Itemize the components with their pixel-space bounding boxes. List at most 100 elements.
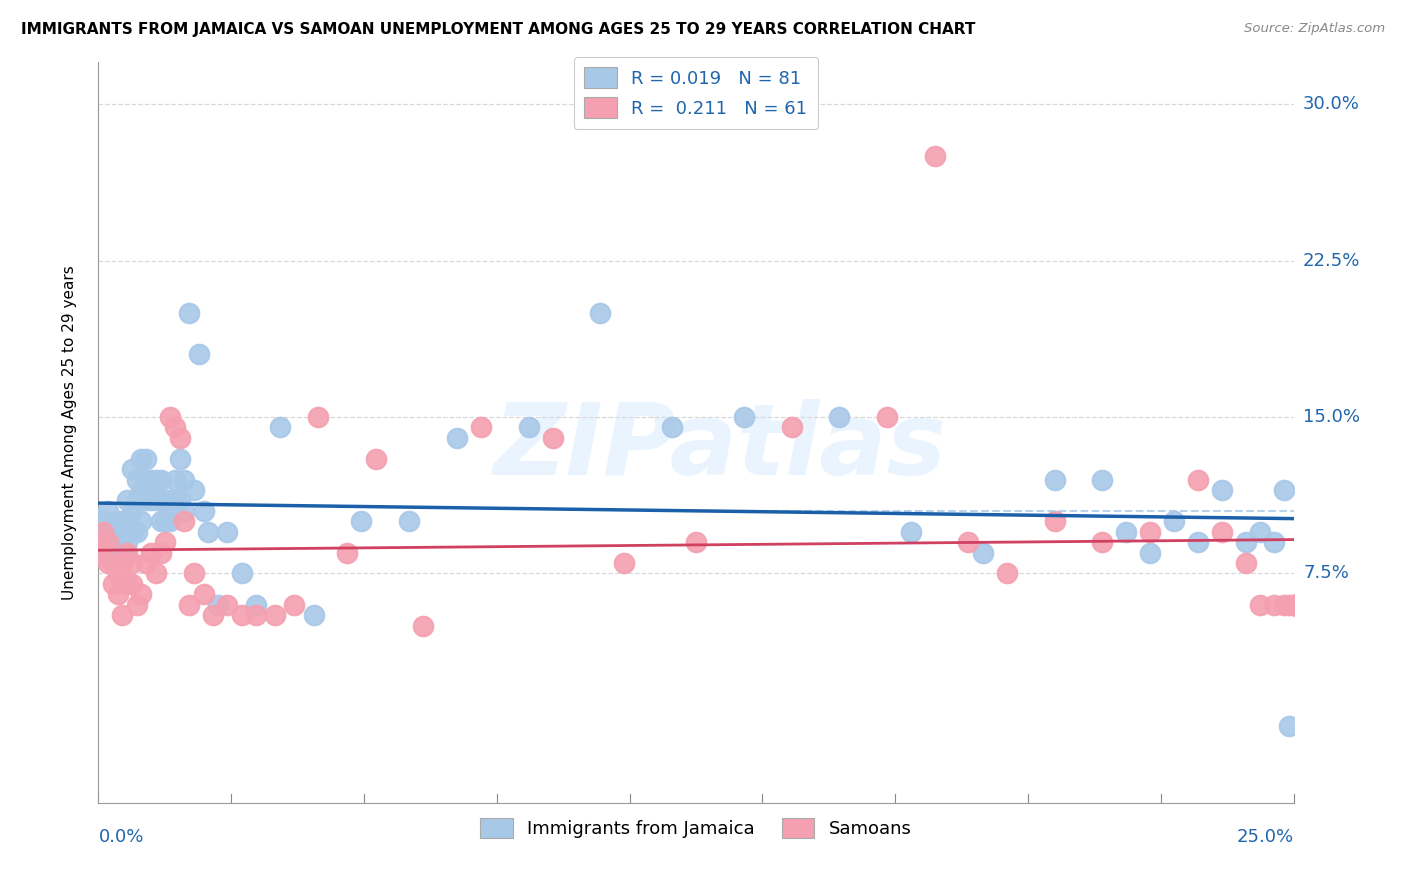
Point: [1211, 483, 1233, 497]
Point: [336, 545, 359, 559]
Point: [169, 431, 191, 445]
Point: [149, 545, 172, 559]
Point: [1187, 535, 1209, 549]
Point: [107, 514, 129, 528]
Point: [1272, 483, 1295, 497]
Point: [173, 473, 195, 487]
Point: [159, 409, 181, 424]
Point: [101, 577, 124, 591]
Point: [1091, 473, 1114, 487]
Point: [307, 409, 329, 424]
Point: [1234, 556, 1257, 570]
Point: [97, 556, 120, 570]
Point: [97, 545, 120, 559]
Point: [135, 493, 157, 508]
Point: [207, 598, 229, 612]
Point: [1139, 545, 1161, 559]
Point: [91, 514, 114, 528]
Point: [159, 493, 181, 508]
Point: [1272, 598, 1295, 612]
Point: [125, 524, 148, 539]
Point: [541, 431, 564, 445]
Point: [876, 409, 898, 424]
Point: [661, 420, 683, 434]
Point: [1282, 598, 1305, 612]
Point: [135, 556, 157, 570]
Point: [1211, 524, 1233, 539]
Point: [101, 524, 124, 539]
Point: [107, 566, 129, 581]
Point: [183, 483, 205, 497]
Point: [1139, 524, 1161, 539]
Text: IMMIGRANTS FROM JAMAICA VS SAMOAN UNEMPLOYMENT AMONG AGES 25 TO 29 YEARS CORRELA: IMMIGRANTS FROM JAMAICA VS SAMOAN UNEMPL…: [21, 22, 976, 37]
Point: [163, 493, 186, 508]
Text: Source: ZipAtlas.com: Source: ZipAtlas.com: [1244, 22, 1385, 36]
Point: [145, 493, 167, 508]
Point: [173, 504, 195, 518]
Point: [115, 535, 138, 549]
Point: [245, 608, 267, 623]
Point: [995, 566, 1018, 581]
Point: [193, 587, 215, 601]
Point: [470, 420, 492, 434]
Point: [135, 473, 157, 487]
Point: [131, 483, 153, 497]
Point: [589, 306, 612, 320]
Point: [111, 608, 134, 623]
Point: [924, 149, 946, 163]
Point: [145, 566, 167, 581]
Point: [231, 566, 253, 581]
Point: [517, 420, 540, 434]
Point: [125, 598, 148, 612]
Point: [900, 524, 922, 539]
Point: [1249, 598, 1271, 612]
Point: [101, 556, 124, 570]
Text: 22.5%: 22.5%: [1303, 252, 1361, 269]
Point: [1091, 535, 1114, 549]
Point: [155, 514, 177, 528]
Point: [121, 577, 143, 591]
Point: [446, 431, 468, 445]
Point: [121, 504, 143, 518]
Point: [173, 514, 195, 528]
Text: Unemployment Among Ages 25 to 29 years: Unemployment Among Ages 25 to 29 years: [62, 265, 77, 600]
Point: [283, 598, 305, 612]
Point: [125, 493, 148, 508]
Point: [780, 420, 803, 434]
Point: [1115, 524, 1137, 539]
Text: 0.0%: 0.0%: [98, 828, 143, 846]
Point: [302, 608, 325, 623]
Point: [179, 306, 201, 320]
Point: [139, 493, 162, 508]
Point: [111, 524, 134, 539]
Point: [115, 493, 138, 508]
Point: [163, 420, 186, 434]
Point: [155, 535, 177, 549]
Point: [155, 493, 177, 508]
Point: [1043, 514, 1066, 528]
Text: 15.0%: 15.0%: [1303, 408, 1360, 426]
Point: [350, 514, 373, 528]
Point: [115, 545, 138, 559]
Point: [613, 556, 636, 570]
Point: [217, 524, 239, 539]
Point: [1043, 473, 1066, 487]
Text: 7.5%: 7.5%: [1303, 565, 1348, 582]
Point: [135, 451, 157, 466]
Point: [101, 535, 124, 549]
Point: [107, 587, 129, 601]
Point: [121, 524, 143, 539]
Point: [1163, 514, 1185, 528]
Point: [107, 524, 129, 539]
Point: [131, 451, 153, 466]
Point: [197, 524, 219, 539]
Point: [1282, 598, 1305, 612]
Point: [131, 587, 153, 601]
Point: [111, 556, 134, 570]
Point: [101, 545, 124, 559]
Point: [145, 473, 167, 487]
Point: [264, 608, 287, 623]
Legend: Immigrants from Jamaica, Samoans: Immigrants from Jamaica, Samoans: [472, 810, 920, 846]
Point: [97, 504, 120, 518]
Point: [957, 535, 980, 549]
